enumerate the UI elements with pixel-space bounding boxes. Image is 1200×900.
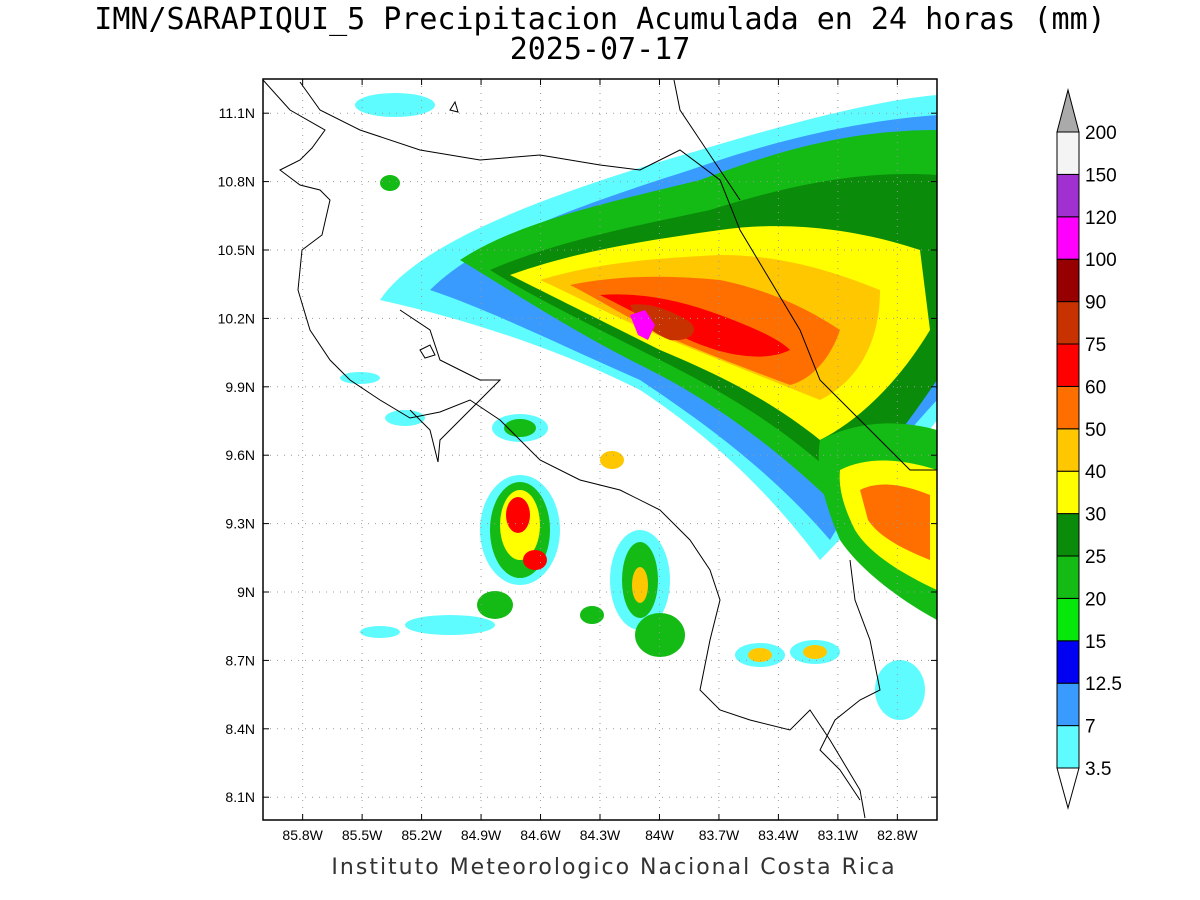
- colorbar-swatch: [1056, 216, 1080, 260]
- colorbar-label: 3.5: [1085, 759, 1111, 780]
- precipitation-field: [340, 93, 937, 720]
- map-date: 2025-07-17: [509, 32, 691, 67]
- colorbar-label: 20: [1085, 589, 1106, 610]
- colorbar-swatch: [1056, 173, 1080, 218]
- colorbar-min-arrow: [1056, 767, 1080, 810]
- colorbar-label: 60: [1085, 377, 1106, 398]
- colorbar-swatch: [1056, 258, 1080, 303]
- colorbar-swatch: [1056, 470, 1080, 515]
- lon-tick-label: 83.4W: [758, 827, 799, 843]
- lon-tick-label: 85.8W: [282, 827, 323, 843]
- lat-tick-label: 11.1N: [219, 105, 255, 121]
- colorbar-swatch: [1056, 131, 1080, 175]
- lon-tick-label: 84W: [645, 827, 675, 843]
- colorbar-swatch: [1056, 682, 1080, 727]
- colorbar-label: 150: [1085, 165, 1117, 186]
- lat-tick-label: 9N: [237, 584, 255, 600]
- latitude-axis: 11.1N 10.8N 10.5N 10.2N 9.9N 9.6N 9.3N 9N 8.7N 8.…: [218, 105, 937, 805]
- map-title: IMN/SARAPIQUI_5 Precipitacion Acumulada …: [94, 2, 1106, 37]
- coastline: [263, 79, 937, 819]
- longitude-axis: 85.8W 85.5W 85.2W 84.9W 84.6W 84.3W 84W 83.7W 83…: [282, 79, 918, 843]
- colorbar-label: 12.5: [1085, 674, 1122, 695]
- colorbar-label: 40: [1085, 462, 1106, 483]
- colorbar-label: 50: [1085, 420, 1106, 441]
- lat-tick-label: 8.7N: [225, 652, 255, 668]
- colorbar-swatch: [1056, 513, 1080, 557]
- colorbar-label: 120: [1085, 208, 1117, 229]
- colorbar-swatch: [1056, 597, 1080, 642]
- colorbar-swatch: [1056, 385, 1080, 430]
- lon-tick-label: 83.7W: [699, 827, 740, 843]
- colorbar-label: 7: [1085, 717, 1096, 738]
- lat-tick-label: 9.3N: [225, 516, 255, 532]
- grid-lines: [263, 79, 937, 820]
- lat-tick-label: 9.6N: [225, 447, 255, 463]
- colorbar-label: 25: [1085, 547, 1106, 568]
- lat-tick-label: 8.1N: [225, 789, 255, 805]
- lon-tick-label: 83.1W: [818, 827, 859, 843]
- colorbar-swatch: [1056, 301, 1080, 345]
- colorbar-swatch: [1056, 555, 1080, 599]
- lon-tick-label: 85.5W: [342, 827, 383, 843]
- colorbar-label: 90: [1085, 293, 1106, 314]
- lat-tick-label: 8.4N: [225, 721, 255, 737]
- lon-tick-label: 82.8W: [877, 827, 918, 843]
- colorbar-swatch: [1056, 725, 1080, 769]
- lat-tick-label: 9.9N: [225, 379, 255, 395]
- colorbar-label: 100: [1085, 250, 1117, 271]
- lon-tick-label: 85.2W: [401, 827, 442, 843]
- colorbar-label: 15: [1085, 632, 1106, 653]
- colorbar-swatch: [1056, 343, 1080, 387]
- colorbar-max-arrow: [1056, 88, 1080, 133]
- colorbar-swatch: [1056, 428, 1080, 472]
- lat-tick-label: 10.2N: [218, 310, 255, 326]
- colorbar-label: 75: [1085, 335, 1106, 356]
- lat-tick-label: 10.8N: [218, 174, 255, 190]
- lat-tick-label: 10.5N: [218, 242, 255, 258]
- colorbar: 3.5 7 12.5 15 20 25 30 40 50 60 75 90 100 120 150 200: [1056, 88, 1122, 810]
- lon-tick-label: 84.6W: [520, 827, 561, 843]
- footer-credit: Instituto Meteorologico Nacional Costa R…: [331, 855, 897, 880]
- colorbar-label: 200: [1085, 123, 1117, 144]
- colorbar-label: 30: [1085, 505, 1106, 526]
- colorbar-swatch: [1056, 640, 1080, 684]
- lon-tick-label: 84.9W: [461, 827, 502, 843]
- lon-tick-label: 84.3W: [580, 827, 621, 843]
